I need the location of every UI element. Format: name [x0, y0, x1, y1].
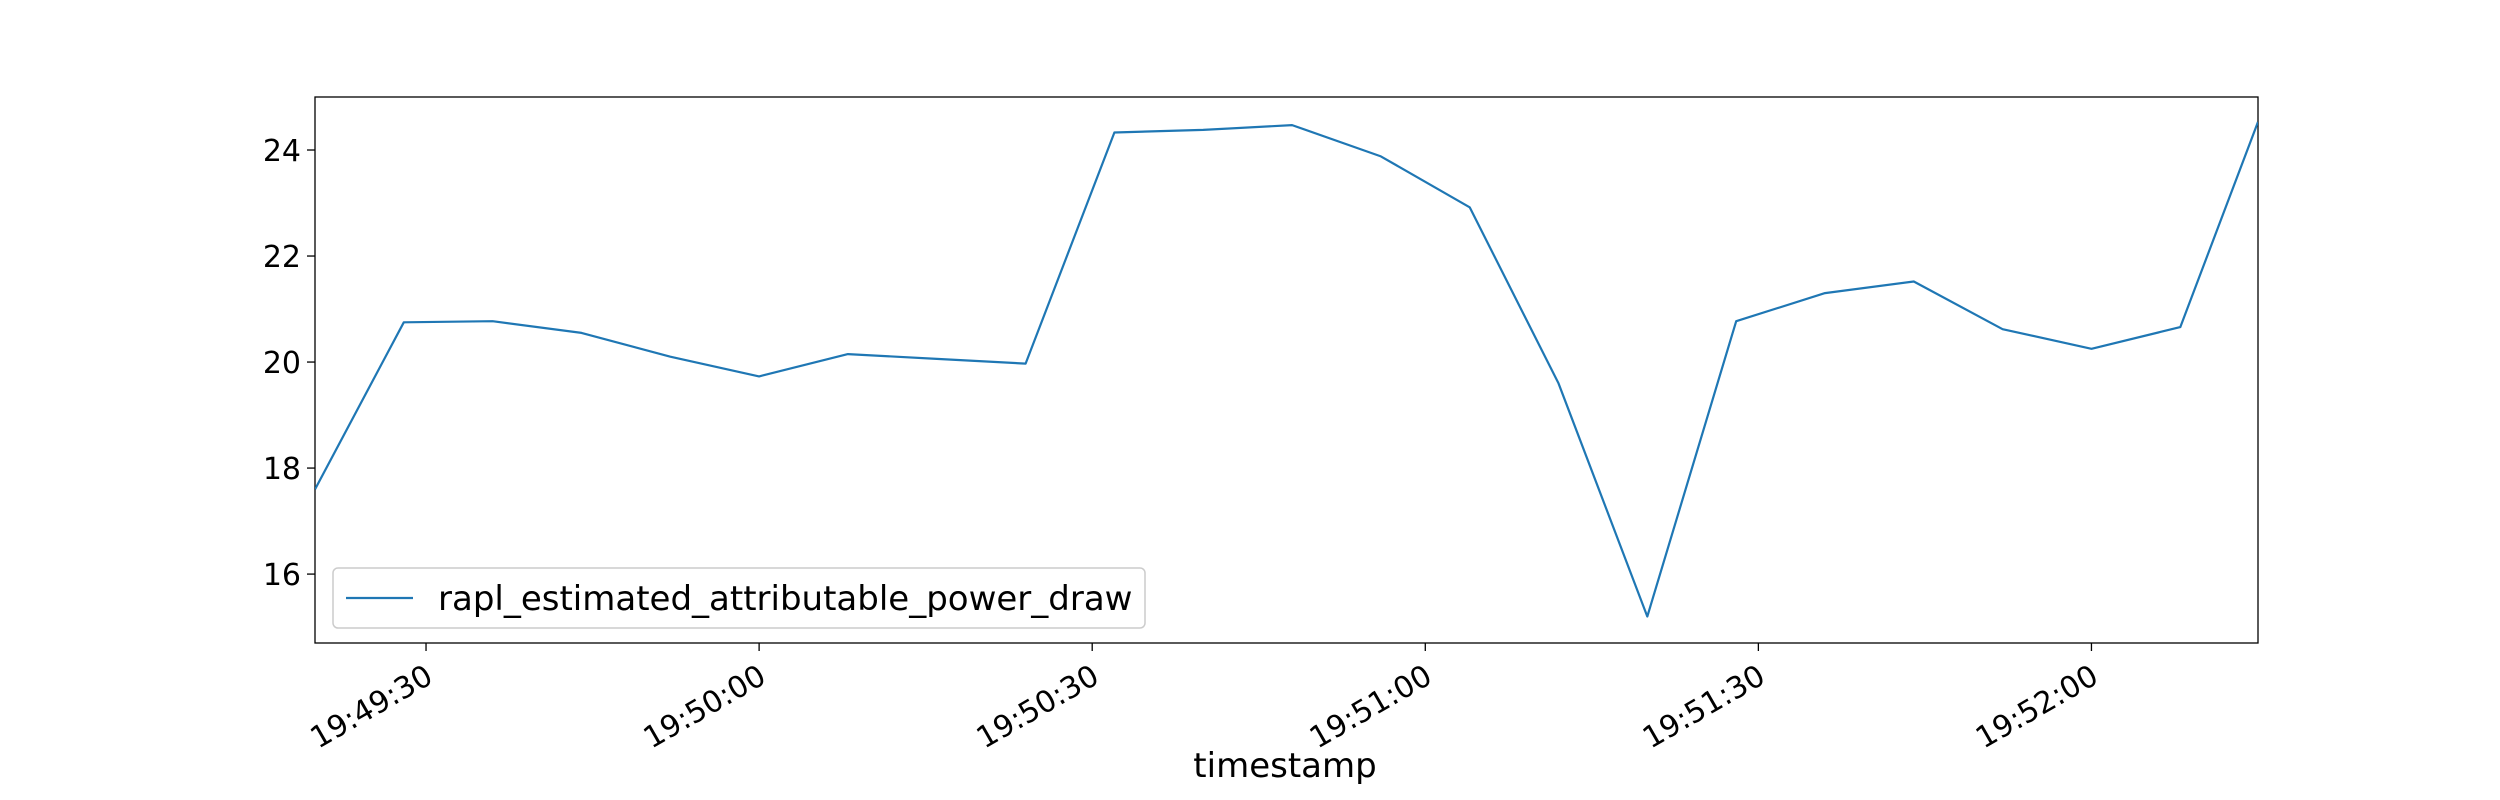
x-axis-title: timestamp [1193, 746, 1376, 786]
plot-frame [314, 96, 2259, 644]
series-line [315, 121, 2258, 618]
legend-box [332, 567, 1146, 629]
x-tick-label: 19:51:00 [1304, 658, 1438, 756]
x-tick-label: 19:49:30 [305, 658, 439, 756]
x-tick-label: 19:52:00 [1970, 658, 2104, 756]
x-tick-label: 19:50:30 [971, 658, 1105, 756]
plot-area: 16 18 20 22 24 19:49:30 19:50:00 19:50:30 19:51:… [263, 96, 2259, 756]
y-tick-label: 22 [263, 240, 301, 275]
y-tick-label: 24 [263, 134, 301, 169]
y-tick-label: 20 [263, 346, 301, 381]
y-tick-label: 18 [263, 452, 301, 487]
x-tick-label: 19:51:30 [1637, 658, 1771, 756]
legend-label: rapl_estimated_attributable_power_draw [438, 579, 1133, 619]
y-tick-label: 16 [263, 558, 301, 593]
x-tick-label: 19:50:00 [638, 658, 772, 756]
